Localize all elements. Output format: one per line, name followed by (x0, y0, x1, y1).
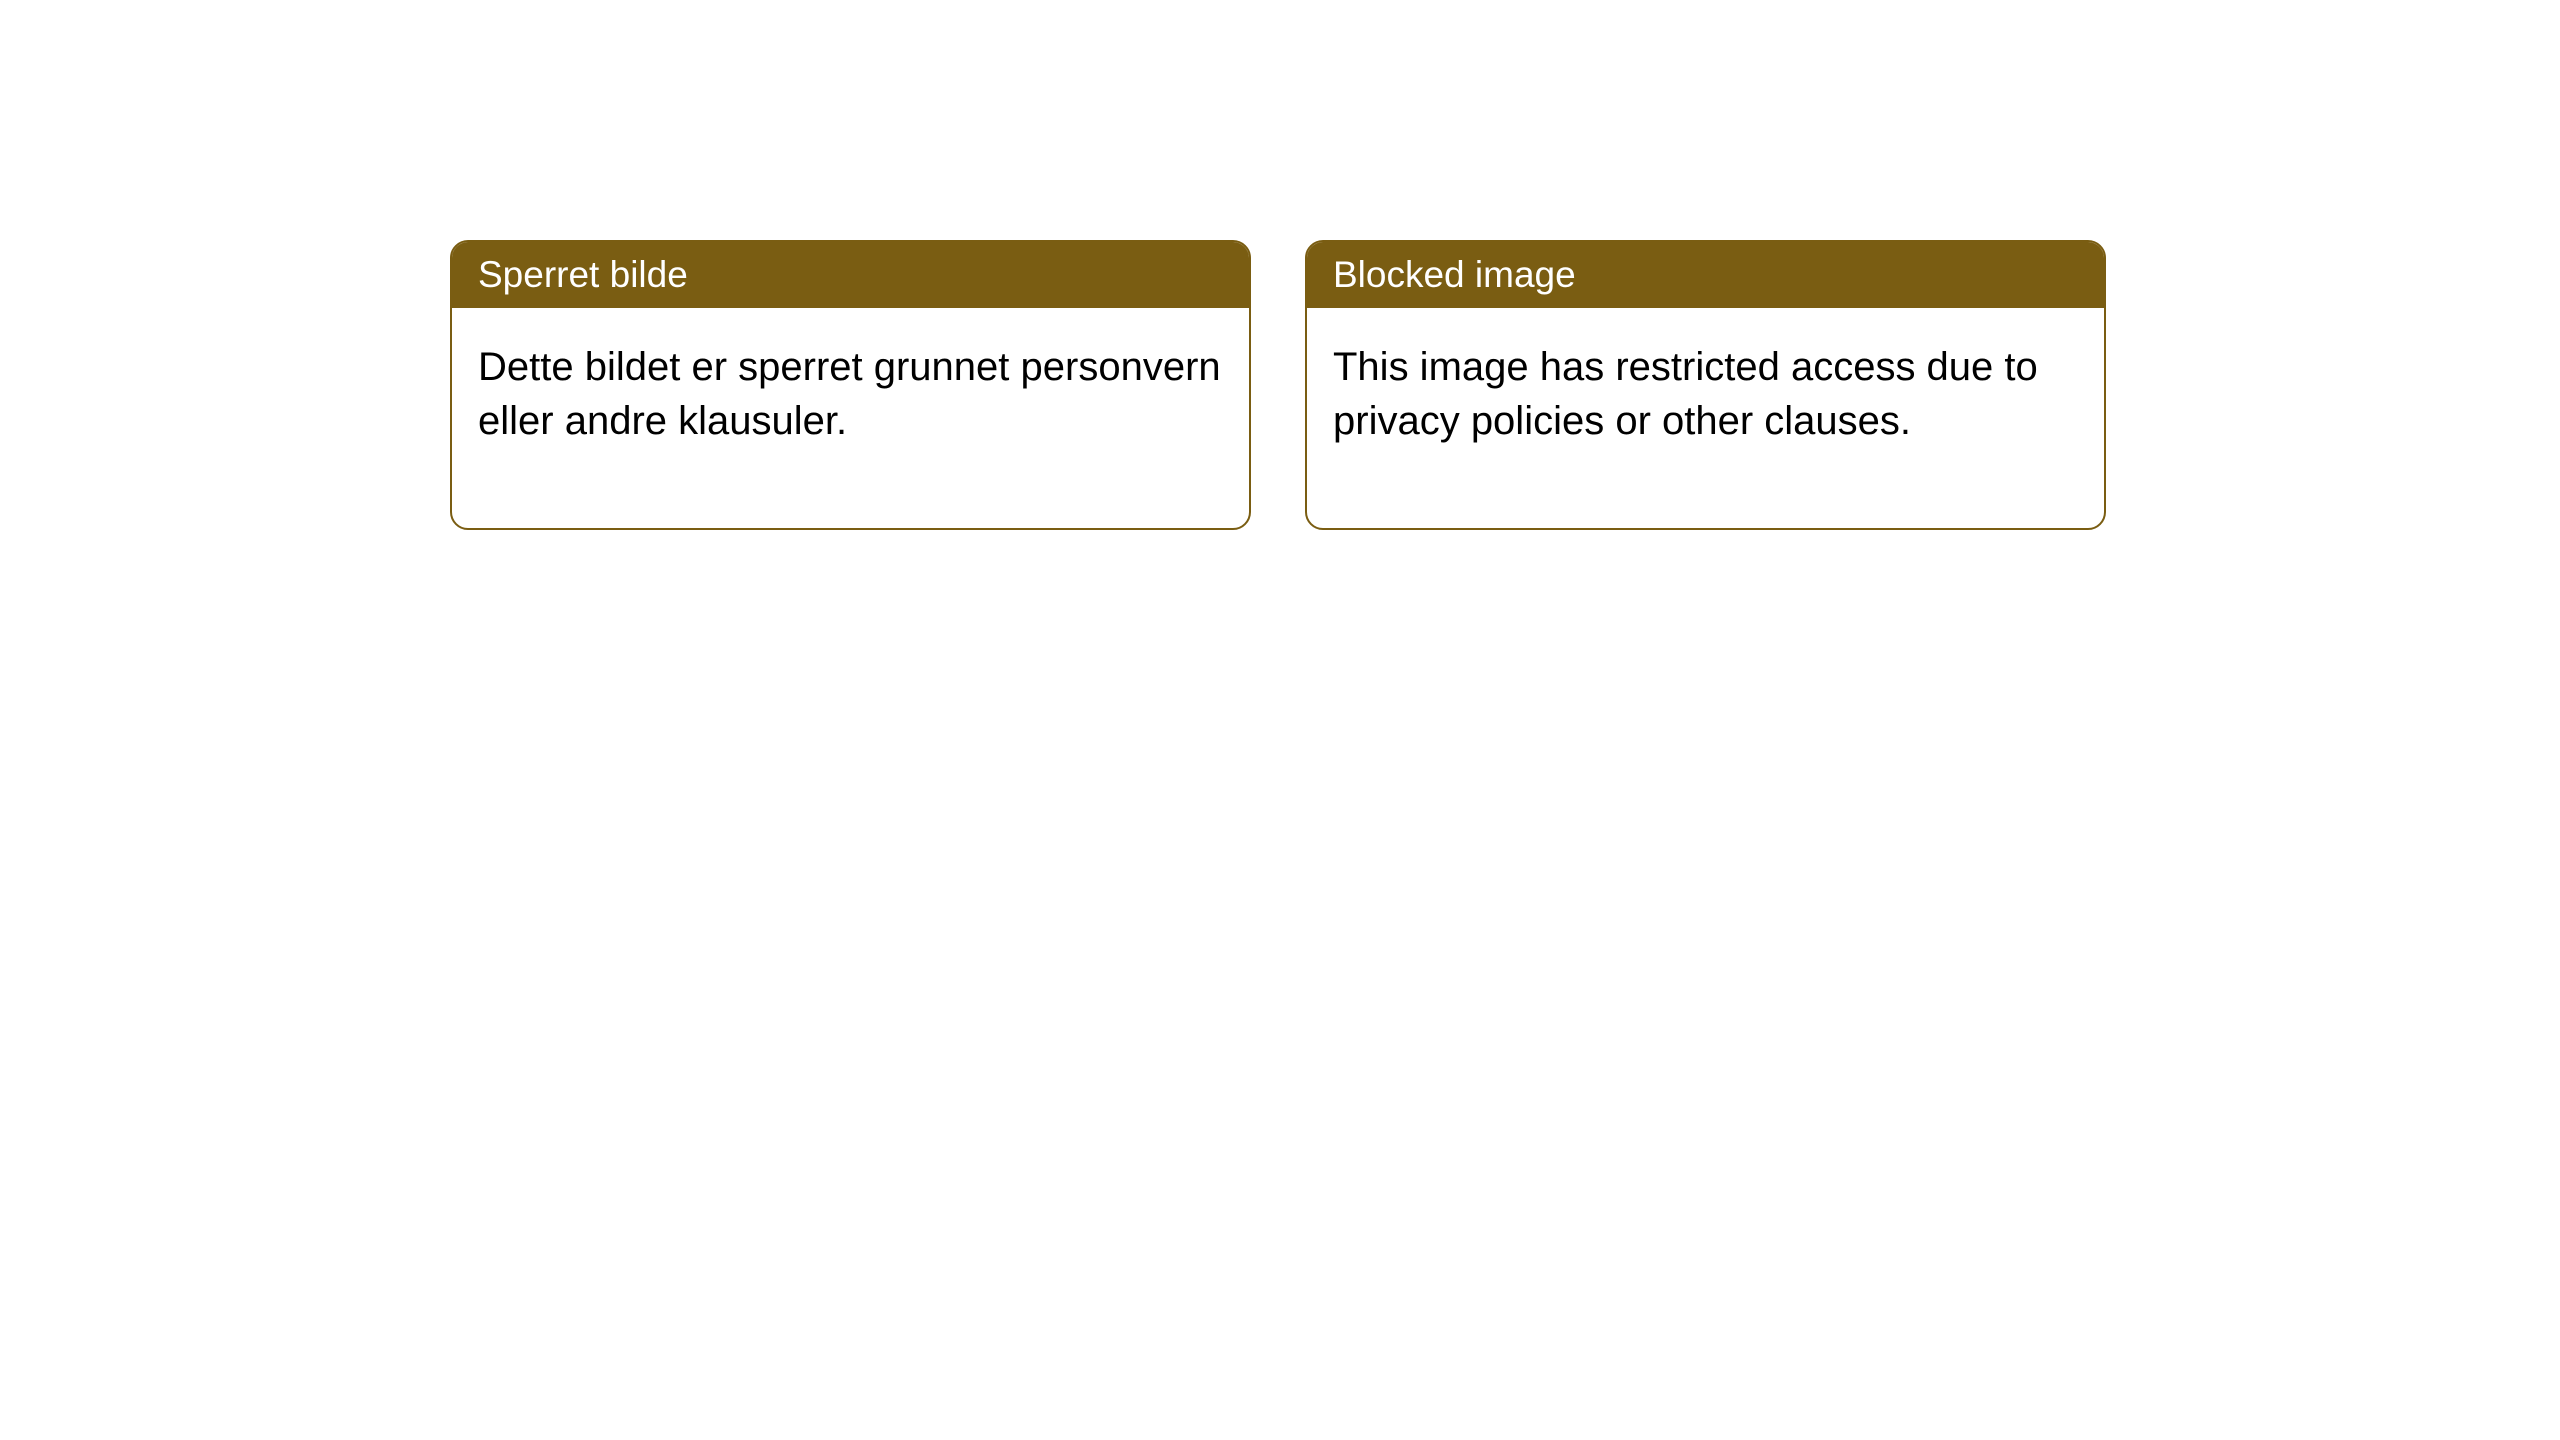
notice-container: Sperret bilde Dette bildet er sperret gr… (450, 240, 2106, 530)
notice-title-english: Blocked image (1307, 242, 2104, 308)
notice-body-norwegian: Dette bildet er sperret grunnet personve… (452, 308, 1249, 528)
notice-body-english: This image has restricted access due to … (1307, 308, 2104, 528)
notice-card-english: Blocked image This image has restricted … (1305, 240, 2106, 530)
notice-card-norwegian: Sperret bilde Dette bildet er sperret gr… (450, 240, 1251, 530)
notice-title-norwegian: Sperret bilde (452, 242, 1249, 308)
